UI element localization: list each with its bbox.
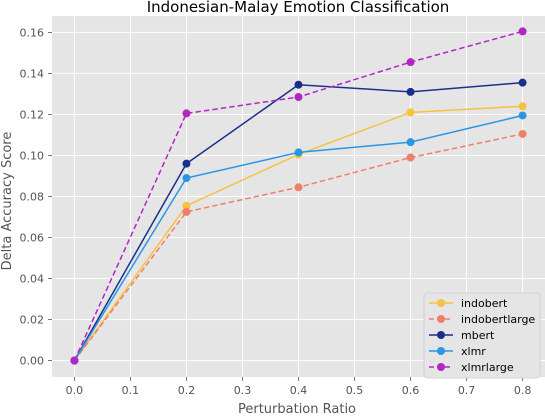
y-tick-label: 0.14 [20,67,45,80]
y-axis-title: Delta Accuracy Score [0,132,15,271]
data-point-xlmrlarge [406,58,415,67]
legend-item-indobertlarge: indobertlarge [429,313,535,326]
chart-title: Indonesian-Malay Emotion Classification [147,0,450,16]
legend: indobert indobertlarge mbert xlmr xlmrlarge [423,292,541,379]
x-tick-label: 0.5 [346,384,364,397]
x-tick-label: 0.4 [290,384,308,397]
data-point-indobert [182,201,191,210]
x-tick-label: 0.3 [234,384,252,397]
data-point-xlmrlarge [70,356,79,365]
data-point-xlmrlarge [518,27,527,36]
x-tick-label: 0.2 [178,384,196,397]
y-tick-label: 0.10 [20,149,45,162]
y-tick-label: 0.12 [20,108,45,121]
data-point-indobertlarge [182,207,191,216]
legend-swatch-marker [437,363,445,371]
y-tick-label: 0.04 [20,273,45,286]
data-point-xlmrlarge [182,109,191,118]
data-point-indobert [406,108,415,117]
legend-label: mbert [461,329,495,342]
legend-label: indobertlarge [461,313,535,326]
y-tick-label: 0.00 [20,355,45,368]
legend-swatch-marker [437,331,445,339]
data-point-xlmr [406,138,415,147]
series-xlmrlarge [70,27,527,365]
data-point-xlmrlarge [294,93,303,102]
legend-swatch-marker [437,315,445,323]
data-point-mbert [182,159,191,168]
x-axis-title: Perturbation Ratio [238,402,356,416]
data-point-mbert [518,78,527,87]
legend-item-xlmr: xlmr [429,345,486,358]
legend-label: indobert [461,297,508,310]
data-point-indobertlarge [518,129,527,138]
data-point-indobertlarge [406,153,415,162]
data-point-xlmr [294,148,303,157]
y-tick-label: 0.08 [20,191,45,204]
data-point-indobertlarge [294,183,303,192]
x-tick-label: 0.1 [122,384,140,397]
data-point-mbert [294,80,303,89]
data-point-xlmr [182,174,191,183]
series-layer [70,27,527,365]
legend-box [423,292,541,379]
legend-swatch-marker [437,347,445,355]
legend-label: xlmr [461,345,486,358]
legend-item-mbert: mbert [429,329,495,342]
legend-label: xlmrlarge [461,361,514,374]
legend-item-xlmrlarge: xlmrlarge [429,361,514,374]
x-tick-label: 0.0 [66,384,84,397]
x-tick-label: 0.6 [402,384,420,397]
y-tick-label: 0.06 [20,232,45,245]
y-tick-label: 0.16 [20,26,45,39]
y-axis-ticks: 0.00 0.02 0.04 0.06 0.08 0.10 0.12 0.14 0.16 [20,26,52,368]
legend-swatch-marker [437,299,445,307]
x-axis-ticks: 0.0 0.1 0.2 0.3 0.4 0.5 0.6 0.7 0.8 [66,377,532,397]
x-tick-label: 0.8 [514,384,532,397]
legend-item-indobert: indobert [429,297,508,310]
data-point-indobert [518,102,527,111]
data-point-xlmr [518,111,527,120]
x-tick-label: 0.7 [458,384,476,397]
y-tick-label: 0.02 [20,314,45,327]
data-point-mbert [406,87,415,96]
